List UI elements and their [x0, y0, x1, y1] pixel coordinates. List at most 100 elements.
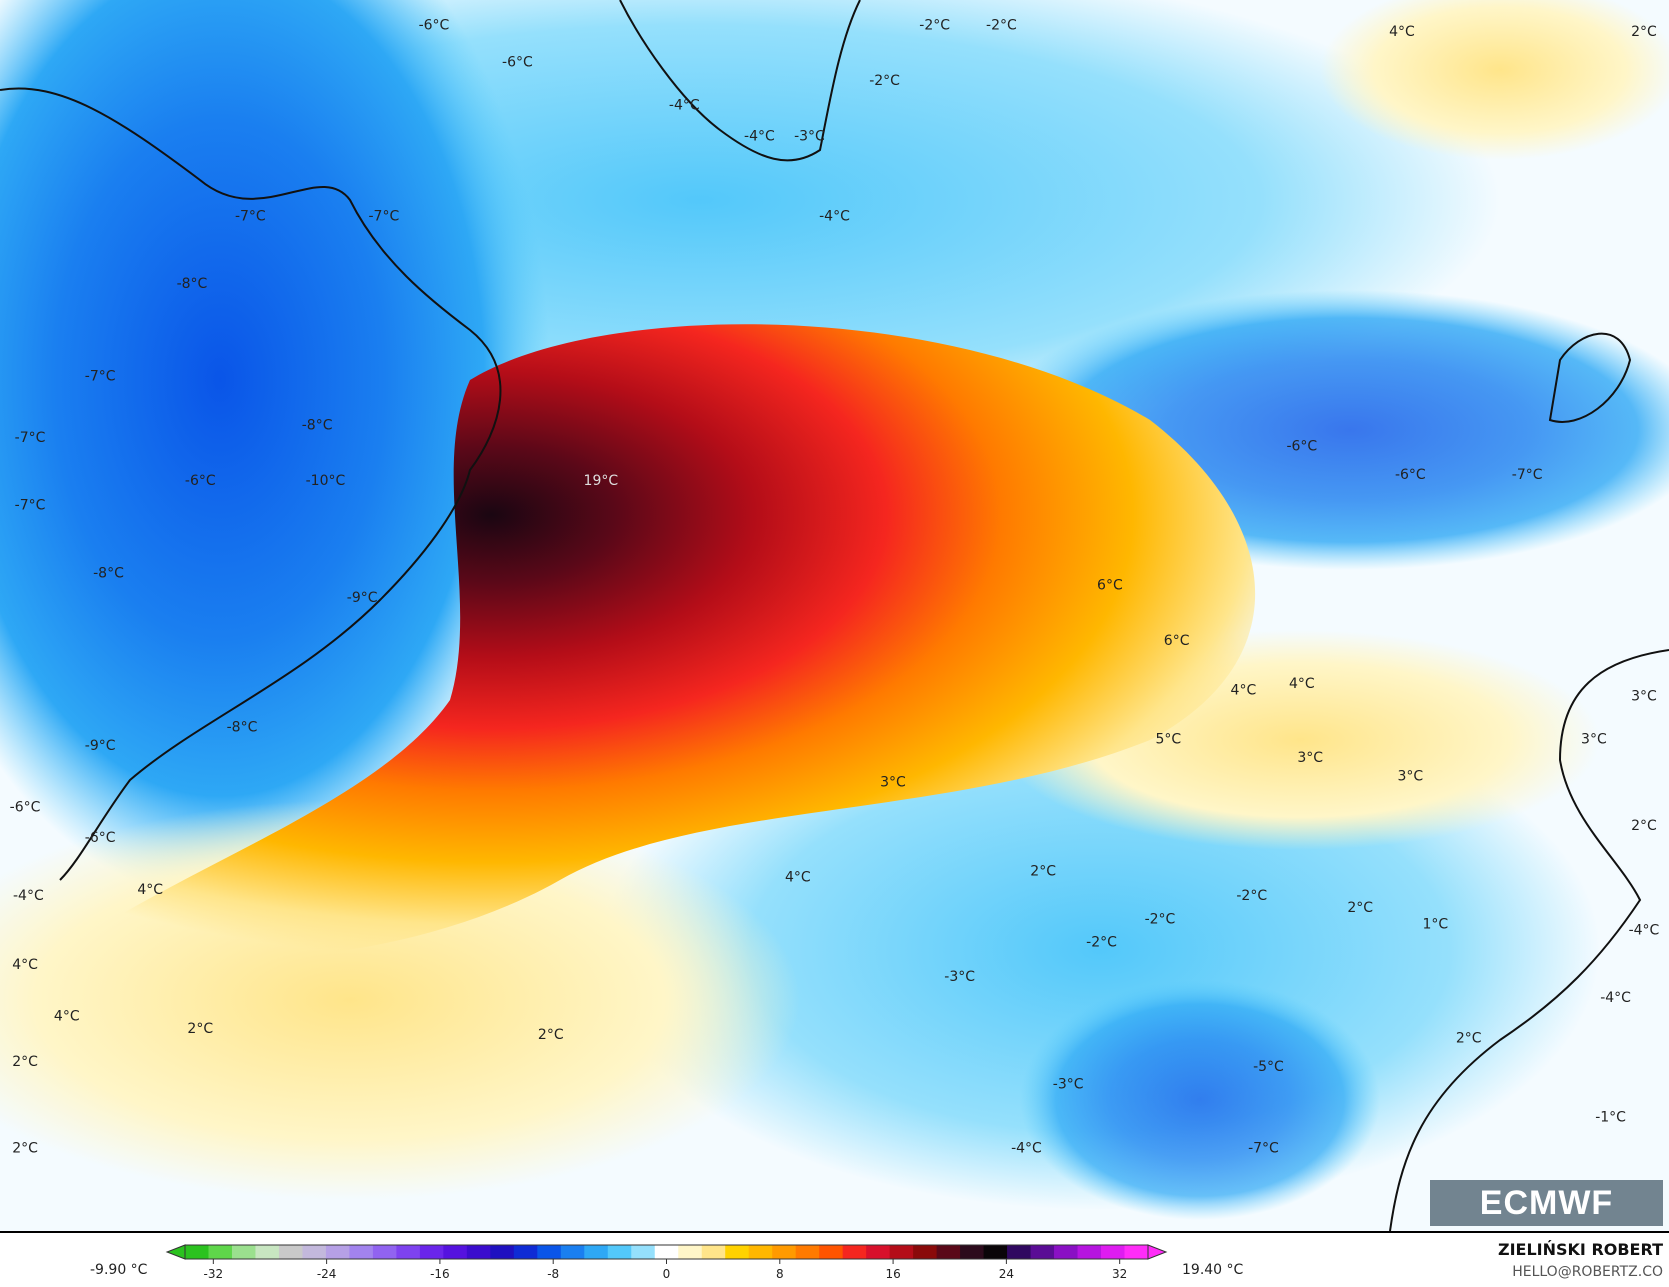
colorbar-min-label: -9.90 °C — [90, 1262, 148, 1278]
temperature-label: 2°C — [12, 1054, 38, 1070]
temperature-label: 3°C — [1581, 732, 1607, 748]
colorbar-cell — [185, 1245, 209, 1259]
temperature-label: -7°C — [15, 498, 46, 514]
temperature-label: 3°C — [1297, 750, 1323, 766]
colorbar-min-arrow — [165, 1244, 186, 1260]
temperature-label: -8°C — [93, 565, 124, 581]
colorbar-max-arrow — [1147, 1244, 1168, 1260]
temperature-label: -9°C — [347, 590, 378, 606]
colorbar-cell — [537, 1245, 562, 1259]
temperature-label: 3°C — [880, 775, 906, 791]
colorbar-cell — [466, 1245, 491, 1259]
colorbar-cell — [795, 1245, 820, 1259]
temperature-label: -4°C — [669, 98, 700, 114]
temperature-label: -7°C — [1248, 1140, 1279, 1156]
colorbar-tick-label: -32 — [204, 1267, 224, 1281]
temperature-label: -2°C — [1145, 911, 1176, 927]
colorbar-tick-label: -24 — [317, 1267, 337, 1281]
temperature-label: -7°C — [1512, 467, 1543, 483]
colorbar-cell — [560, 1245, 585, 1259]
temperature-label: 2°C — [1030, 863, 1056, 879]
warm-anomaly-central-atlantic — [80, 324, 1256, 960]
cold-anomaly-north-america — [0, 0, 550, 900]
temperature-label: 5°C — [1155, 732, 1181, 748]
temperature-label: -8°C — [302, 418, 333, 434]
colorbar-cell — [889, 1245, 914, 1259]
colorbar-cell — [419, 1245, 444, 1259]
temperature-label: 4°C — [785, 869, 811, 885]
cold-anomaly-southeast — [1020, 980, 1380, 1220]
colorbar-cell — [936, 1245, 961, 1259]
temperature-label: -4°C — [744, 128, 775, 144]
temperature-label: -2°C — [869, 73, 900, 89]
colorbar-cell — [278, 1245, 303, 1259]
colorbar-cell — [1007, 1245, 1032, 1259]
colorbar-cell — [255, 1245, 280, 1259]
colorbar-tick-label: 32 — [1112, 1267, 1127, 1281]
temperature-label: -6°C — [1395, 467, 1426, 483]
coastlines — [0, 0, 1669, 1231]
temperature-label: -4°C — [819, 208, 850, 224]
colorbar-cell — [960, 1245, 985, 1259]
colorbar-tick-label: 8 — [776, 1267, 784, 1281]
colorbar-tick-label: 16 — [885, 1267, 900, 1281]
colorbar-tick-label: 0 — [663, 1267, 671, 1281]
colorbar-cell — [631, 1245, 656, 1259]
colorbar-cell — [772, 1245, 797, 1259]
colorbar-cell — [842, 1245, 867, 1259]
temperature-label: -2°C — [1236, 888, 1267, 904]
temperature-label: -2°C — [919, 18, 950, 34]
temperature-label: 4°C — [1389, 24, 1415, 40]
temperature-labels: -6°C -6°C -2°C -2°C -2°C 4°C 2°C -4°C -4°C -3°C -7… — [10, 18, 1660, 1157]
temperature-label: 6°C — [1164, 633, 1190, 649]
temperature-label: -2°C — [986, 18, 1017, 34]
temperature-label: -7°C — [369, 208, 400, 224]
colorbar-cell — [1054, 1245, 1079, 1259]
temperature-label: -7°C — [235, 208, 266, 224]
temperature-label: -8°C — [227, 719, 258, 735]
colorbar-cell — [1124, 1245, 1149, 1259]
colorbar: -32 -24 -16 -8 0 8 16 24 32 — [165, 1244, 1168, 1281]
temperature-label: -10°C — [306, 473, 346, 489]
colorbar-cell — [302, 1245, 327, 1259]
colorbar-cell — [866, 1245, 891, 1259]
temperature-label: 4°C — [1231, 682, 1257, 698]
temperature-label: -7°C — [15, 430, 46, 446]
author-email: HELLO@ROBERTZ.CO — [1512, 1264, 1663, 1280]
temperature-label: -4°C — [1011, 1140, 1042, 1156]
temperature-label: 2°C — [1631, 818, 1657, 834]
temperature-anomaly-map: -6°C -6°C -2°C -2°C -2°C 4°C 2°C -4°C -4°C -3°C -7… — [0, 0, 1669, 1233]
colorbar-cell — [983, 1245, 1008, 1259]
temperature-label: 4°C — [137, 882, 163, 898]
temperature-label: 6°C — [1097, 578, 1123, 594]
colorbar-cell — [584, 1245, 609, 1259]
temperature-label: -3°C — [944, 969, 975, 985]
temperature-label: 4°C — [54, 1009, 80, 1025]
temperature-label: -9°C — [85, 738, 116, 754]
colorbar-cell — [325, 1245, 350, 1259]
temperature-label: 2°C — [1631, 24, 1657, 40]
temperature-label: -8°C — [177, 276, 208, 292]
temperature-label: 2°C — [12, 1140, 38, 1156]
colorbar-tick-label: 24 — [999, 1267, 1014, 1281]
temperature-label: 2°C — [538, 1027, 564, 1043]
warm-anomaly-northeast — [1320, 0, 1669, 160]
colorbar-cell — [819, 1245, 844, 1259]
temperature-label: 3°C — [1397, 769, 1423, 785]
temperature-label: -4°C — [13, 888, 44, 904]
colorbar-cell — [490, 1245, 515, 1259]
colorbar-cell — [349, 1245, 374, 1259]
colorbar-cell — [654, 1245, 679, 1259]
colorbar-cell — [513, 1245, 538, 1259]
temperature-label: 2°C — [1456, 1031, 1482, 1047]
temperature-label: 2°C — [1347, 900, 1373, 916]
colorbar-tick-label: -8 — [547, 1267, 559, 1281]
colorbar-cell — [748, 1245, 773, 1259]
ecmwf-logo: ECMWF — [1430, 1180, 1663, 1226]
temperature-label: -6°C — [85, 830, 116, 846]
colorbar-cell — [372, 1245, 397, 1259]
colorbar-cell — [396, 1245, 421, 1259]
temperature-label: 3°C — [1631, 689, 1657, 705]
temperature-label: -6°C — [419, 18, 450, 34]
colorbar-cell — [208, 1245, 233, 1259]
